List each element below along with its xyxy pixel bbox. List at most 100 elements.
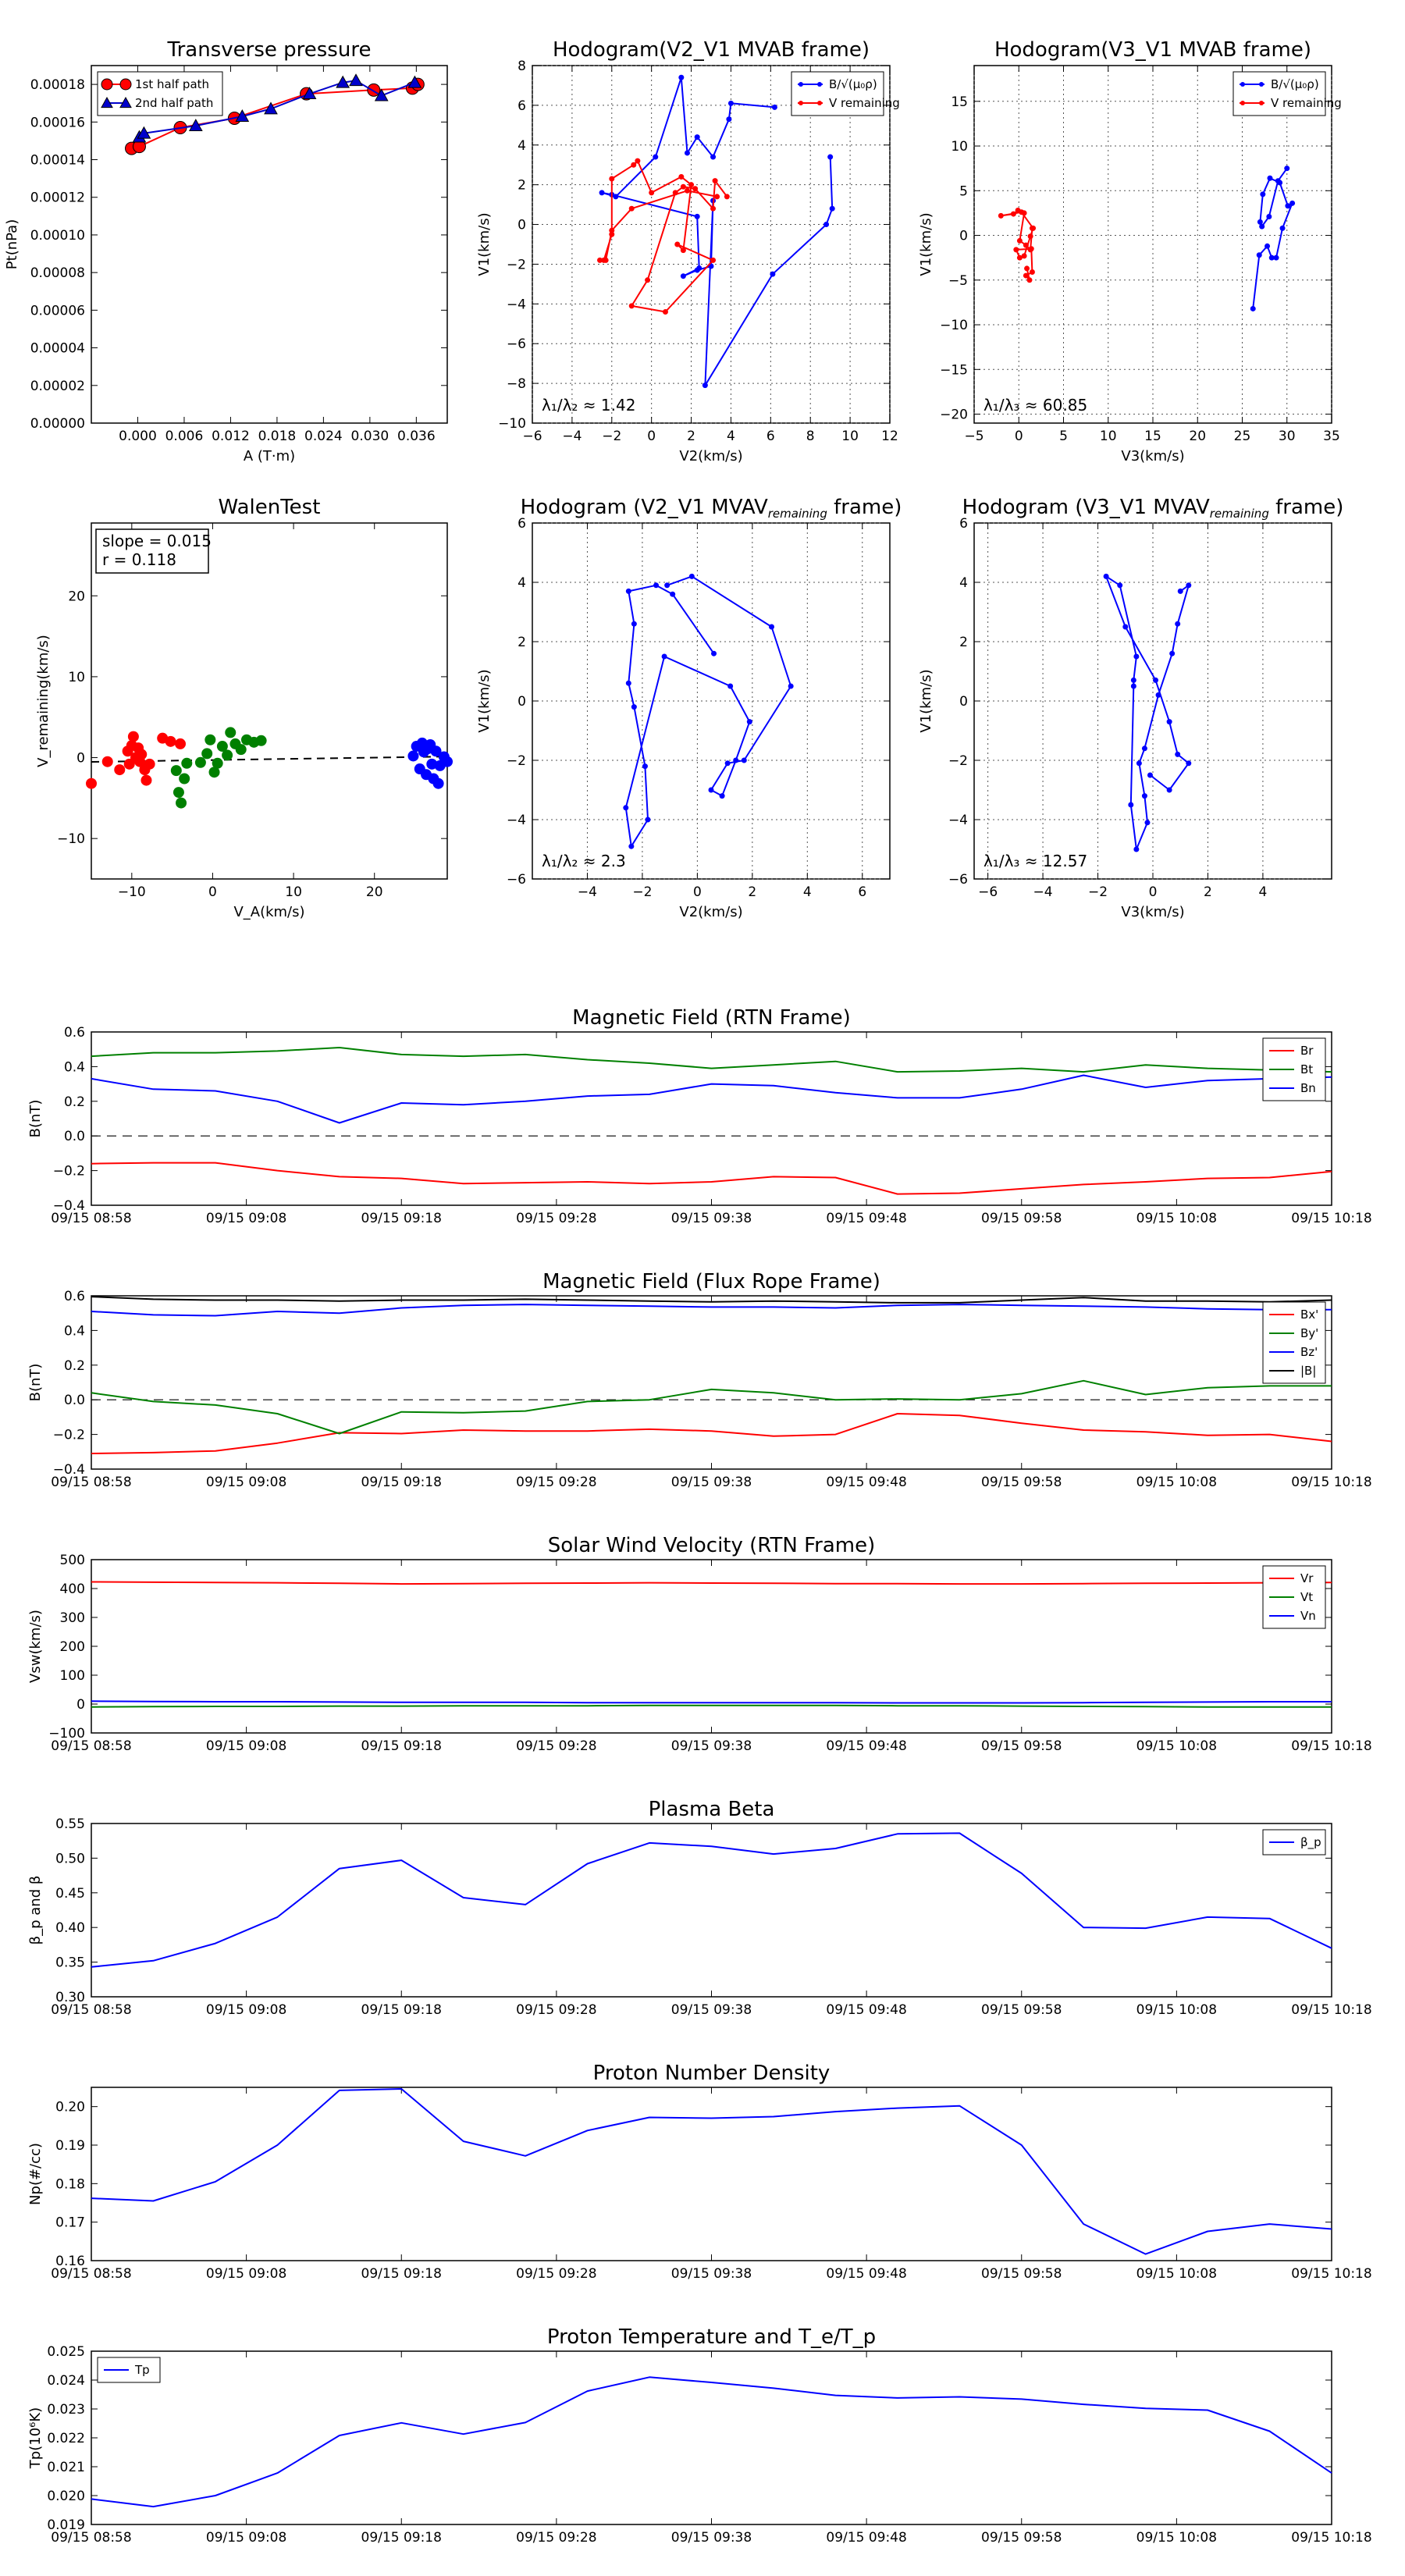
magnetic-field-flux-rope-title: Magnetic Field (Flux Rope Frame)	[542, 1270, 880, 1293]
magnetic-field-rtn-xtick-label: 09/15 10:08	[1136, 1211, 1217, 1226]
hodogram-v2-v1-mvav-point-path	[628, 843, 635, 849]
walen-test-point-green	[179, 773, 190, 785]
hodogram-v3-v1-mvab-point-b-alfven	[1259, 223, 1265, 229]
hodogram-v3-v1-mvab-ytick-label: −10	[940, 318, 968, 333]
transverse-pressure-point-legend	[101, 78, 113, 91]
magnetic-field-rtn-series-Bn	[91, 1074, 1332, 1124]
walen-test-point-blue	[426, 758, 438, 770]
plasma-beta-ytick-label: 0.50	[55, 1851, 85, 1866]
hodogram-v3-v1-mvab-xlabel: V3(km/s)	[1121, 448, 1184, 464]
solar-wind-velocity-series-Vn	[91, 1700, 1332, 1704]
hodogram-v2-v1-mvav-point-path	[625, 680, 631, 686]
magnetic-field-flux-rope-ytick-label: 0.2	[64, 1358, 85, 1374]
plasma-beta-xtick-label: 09/15 09:08	[206, 2002, 286, 2018]
hodogram-v3-v1-mvab-legend-marker	[1259, 101, 1264, 105]
proton-number-density-ylabel: Np(#/cc)	[27, 2143, 44, 2205]
hodogram-v3-v1-mvab-point-b-alfven	[1277, 180, 1283, 186]
hodogram-v2-v1-mvab-legend-marker	[817, 82, 822, 87]
hodogram-v3-v1-mvav-point-path	[1166, 719, 1172, 725]
hodogram-v2-v1-mvab-ytick-label: −2	[507, 257, 526, 272]
hodogram-v3-v1-mvab-point-v-remaining	[1026, 277, 1033, 283]
magnetic-field-rtn-series-Bt	[91, 1047, 1332, 1073]
proton-number-density-xtick-label: 09/15 10:08	[1136, 2266, 1217, 2282]
hodogram-v3-v1-mvav-point-path	[1136, 760, 1142, 767]
transverse-pressure-ytick-label: 0.00008	[30, 265, 85, 281]
hodogram-v3-v1-mvab-point-b-alfven	[1285, 203, 1291, 209]
hodogram-v2-v1-mvab-point-b-alfven	[680, 273, 686, 279]
transverse-pressure-point-2nd-half-path	[137, 126, 151, 139]
solar-wind-velocity-ylabel: Vsw(km/s)	[27, 1610, 44, 1683]
transverse-pressure-point-2nd-half-path	[374, 88, 389, 101]
hodogram-v3-v1-mvav-point-path	[1177, 588, 1183, 594]
transverse-pressure-ytick-label: 0.00002	[30, 379, 85, 394]
hodogram-v2-v1-mvab-point-b-alfven	[694, 267, 700, 273]
hodogram-v3-v1-mvav-point-path	[1130, 677, 1136, 683]
hodogram-v2-v1-mvav-point-path	[724, 760, 731, 767]
magnetic-field-flux-rope-xtick-label: 09/15 09:38	[671, 1475, 752, 1490]
walen-test-point-green	[212, 757, 223, 769]
hodogram-v2-v1-mvab-point-b-alfven	[694, 134, 700, 141]
magnetic-field-flux-rope-ytick-label: 0.0	[64, 1393, 85, 1408]
hodogram-v2-v1-mvav-xtick-label: −2	[632, 884, 652, 900]
solar-wind-velocity-legend-label: Vr	[1300, 1571, 1314, 1585]
magnetic-field-rtn-plot-area	[91, 1031, 1332, 1206]
hodogram-v3-v1-mvab-xtick-label: −5	[964, 429, 984, 444]
hodogram-v2-v1-mvav-point-path	[631, 621, 637, 627]
hodogram-v3-v1-mvab-xtick-label: 5	[1059, 429, 1068, 444]
hodogram-v3-v1-mvab-point-b-alfven	[1257, 219, 1263, 225]
walen-test-ytick-label: 20	[68, 589, 85, 604]
proton-number-density-xtick-label: 09/15 09:08	[206, 2266, 286, 2282]
hodogram-v3-v1-mvav-point-path	[1144, 820, 1151, 826]
walen-test-point-red	[144, 758, 155, 770]
hodogram-v2-v1-mvav-point-path	[746, 719, 752, 725]
solar-wind-velocity-xtick-label: 09/15 10:08	[1136, 1738, 1217, 1754]
hodogram-v2-v1-mvab-point-b-alfven	[678, 74, 685, 80]
plasma-beta-xtick-label: 09/15 09:58	[981, 2002, 1062, 2018]
hodogram-v3-v1-mvab-legend-label: V remaining	[1271, 96, 1342, 110]
hodogram-v2-v1-mvab-point-b-alfven	[599, 190, 605, 196]
transverse-pressure-legend-label: 1st half path	[135, 77, 209, 91]
solar-wind-velocity-ytick-label: 0	[76, 1697, 85, 1713]
solar-wind-velocity-xtick-label: 09/15 09:58	[981, 1738, 1062, 1754]
magnetic-field-rtn-ytick-label: −0.4	[53, 1198, 85, 1214]
transverse-pressure-point-legend	[119, 96, 132, 109]
hodogram-v3-v1-mvav-ytick-label: 2	[959, 635, 968, 650]
solar-wind-velocity-chart: 09/15 08:58 09/15 09:08 09/15 09:18 09/15 0…	[27, 1534, 1372, 1754]
plasma-beta-xtick-label: 09/15 09:48	[826, 2002, 906, 2018]
hodogram-v3-v1-mvav-point-path	[1155, 692, 1161, 698]
hodogram-v3-v1-mvab-point-v-remaining	[1023, 242, 1029, 248]
walen-test-stats-line: slope = 0.015	[102, 532, 212, 550]
hodogram-v3-v1-mvav-point-path	[1169, 650, 1176, 656]
hodogram-v3-v1-mvab-ytick-label: −5	[948, 273, 968, 289]
hodogram-v3-v1-mvab-point-b-alfven	[1267, 175, 1273, 181]
transverse-pressure-ytick-label: 0.00004	[30, 341, 85, 357]
walen-test-ytick-label: −10	[57, 831, 85, 847]
transverse-pressure-xlabel: A (T·m)	[244, 448, 295, 464]
hodogram-v2-v1-mvav-point-path	[645, 817, 651, 823]
proton-temperature-legend-label: Tp	[134, 2363, 150, 2377]
plasma-beta-xtick-label: 09/15 09:18	[361, 2002, 442, 2018]
hodogram-v2-v1-mvab-point-v-remaining	[631, 162, 637, 168]
transverse-pressure-point-2nd-half-path	[407, 75, 422, 88]
solar-wind-velocity-ytick-label: 100	[60, 1668, 85, 1684]
hodogram-v2-v1-mvav-point-path	[631, 704, 637, 710]
hodogram-v2-v1-mvab-xtick-label: 12	[881, 429, 898, 444]
plasma-beta-chart: 09/15 08:58 09/15 09:08 09/15 09:18 09/15 0…	[27, 1798, 1372, 2018]
proton-number-density-ytick-label: 0.20	[55, 2100, 85, 2115]
proton-temperature-plot-area	[91, 2350, 1332, 2525]
walen-test-point-green	[181, 757, 193, 769]
hodogram-v3-v1-mvav-point-path	[1133, 846, 1140, 852]
hodogram-v3-v1-mvab-legend-marker	[1259, 82, 1264, 87]
hodogram-v3-v1-mvab-point-v-remaining	[1027, 233, 1033, 240]
hodogram-v2-v1-mvab-xtick-label: 8	[806, 429, 815, 444]
hodogram-v2-v1-mvab-xtick-label: 4	[727, 429, 735, 444]
plasma-beta-xtick-label: 09/15 08:58	[51, 2002, 131, 2018]
magnetic-field-rtn-xtick-label: 09/15 08:58	[51, 1211, 131, 1226]
hodogram-v3-v1-mvab-point-b-alfven	[1260, 191, 1266, 197]
hodogram-v3-v1-mvav-xtick-label: 0	[1149, 884, 1158, 900]
solar-wind-velocity-series-Vt	[91, 1704, 1332, 1708]
walen-test-point-green	[225, 727, 237, 738]
plasma-beta-ytick-label: 0.40	[55, 1920, 85, 1936]
hodogram-v2-v1-mvab-point-v-remaining	[680, 183, 686, 190]
transverse-pressure-ytick-label: 0.00000	[30, 416, 85, 432]
